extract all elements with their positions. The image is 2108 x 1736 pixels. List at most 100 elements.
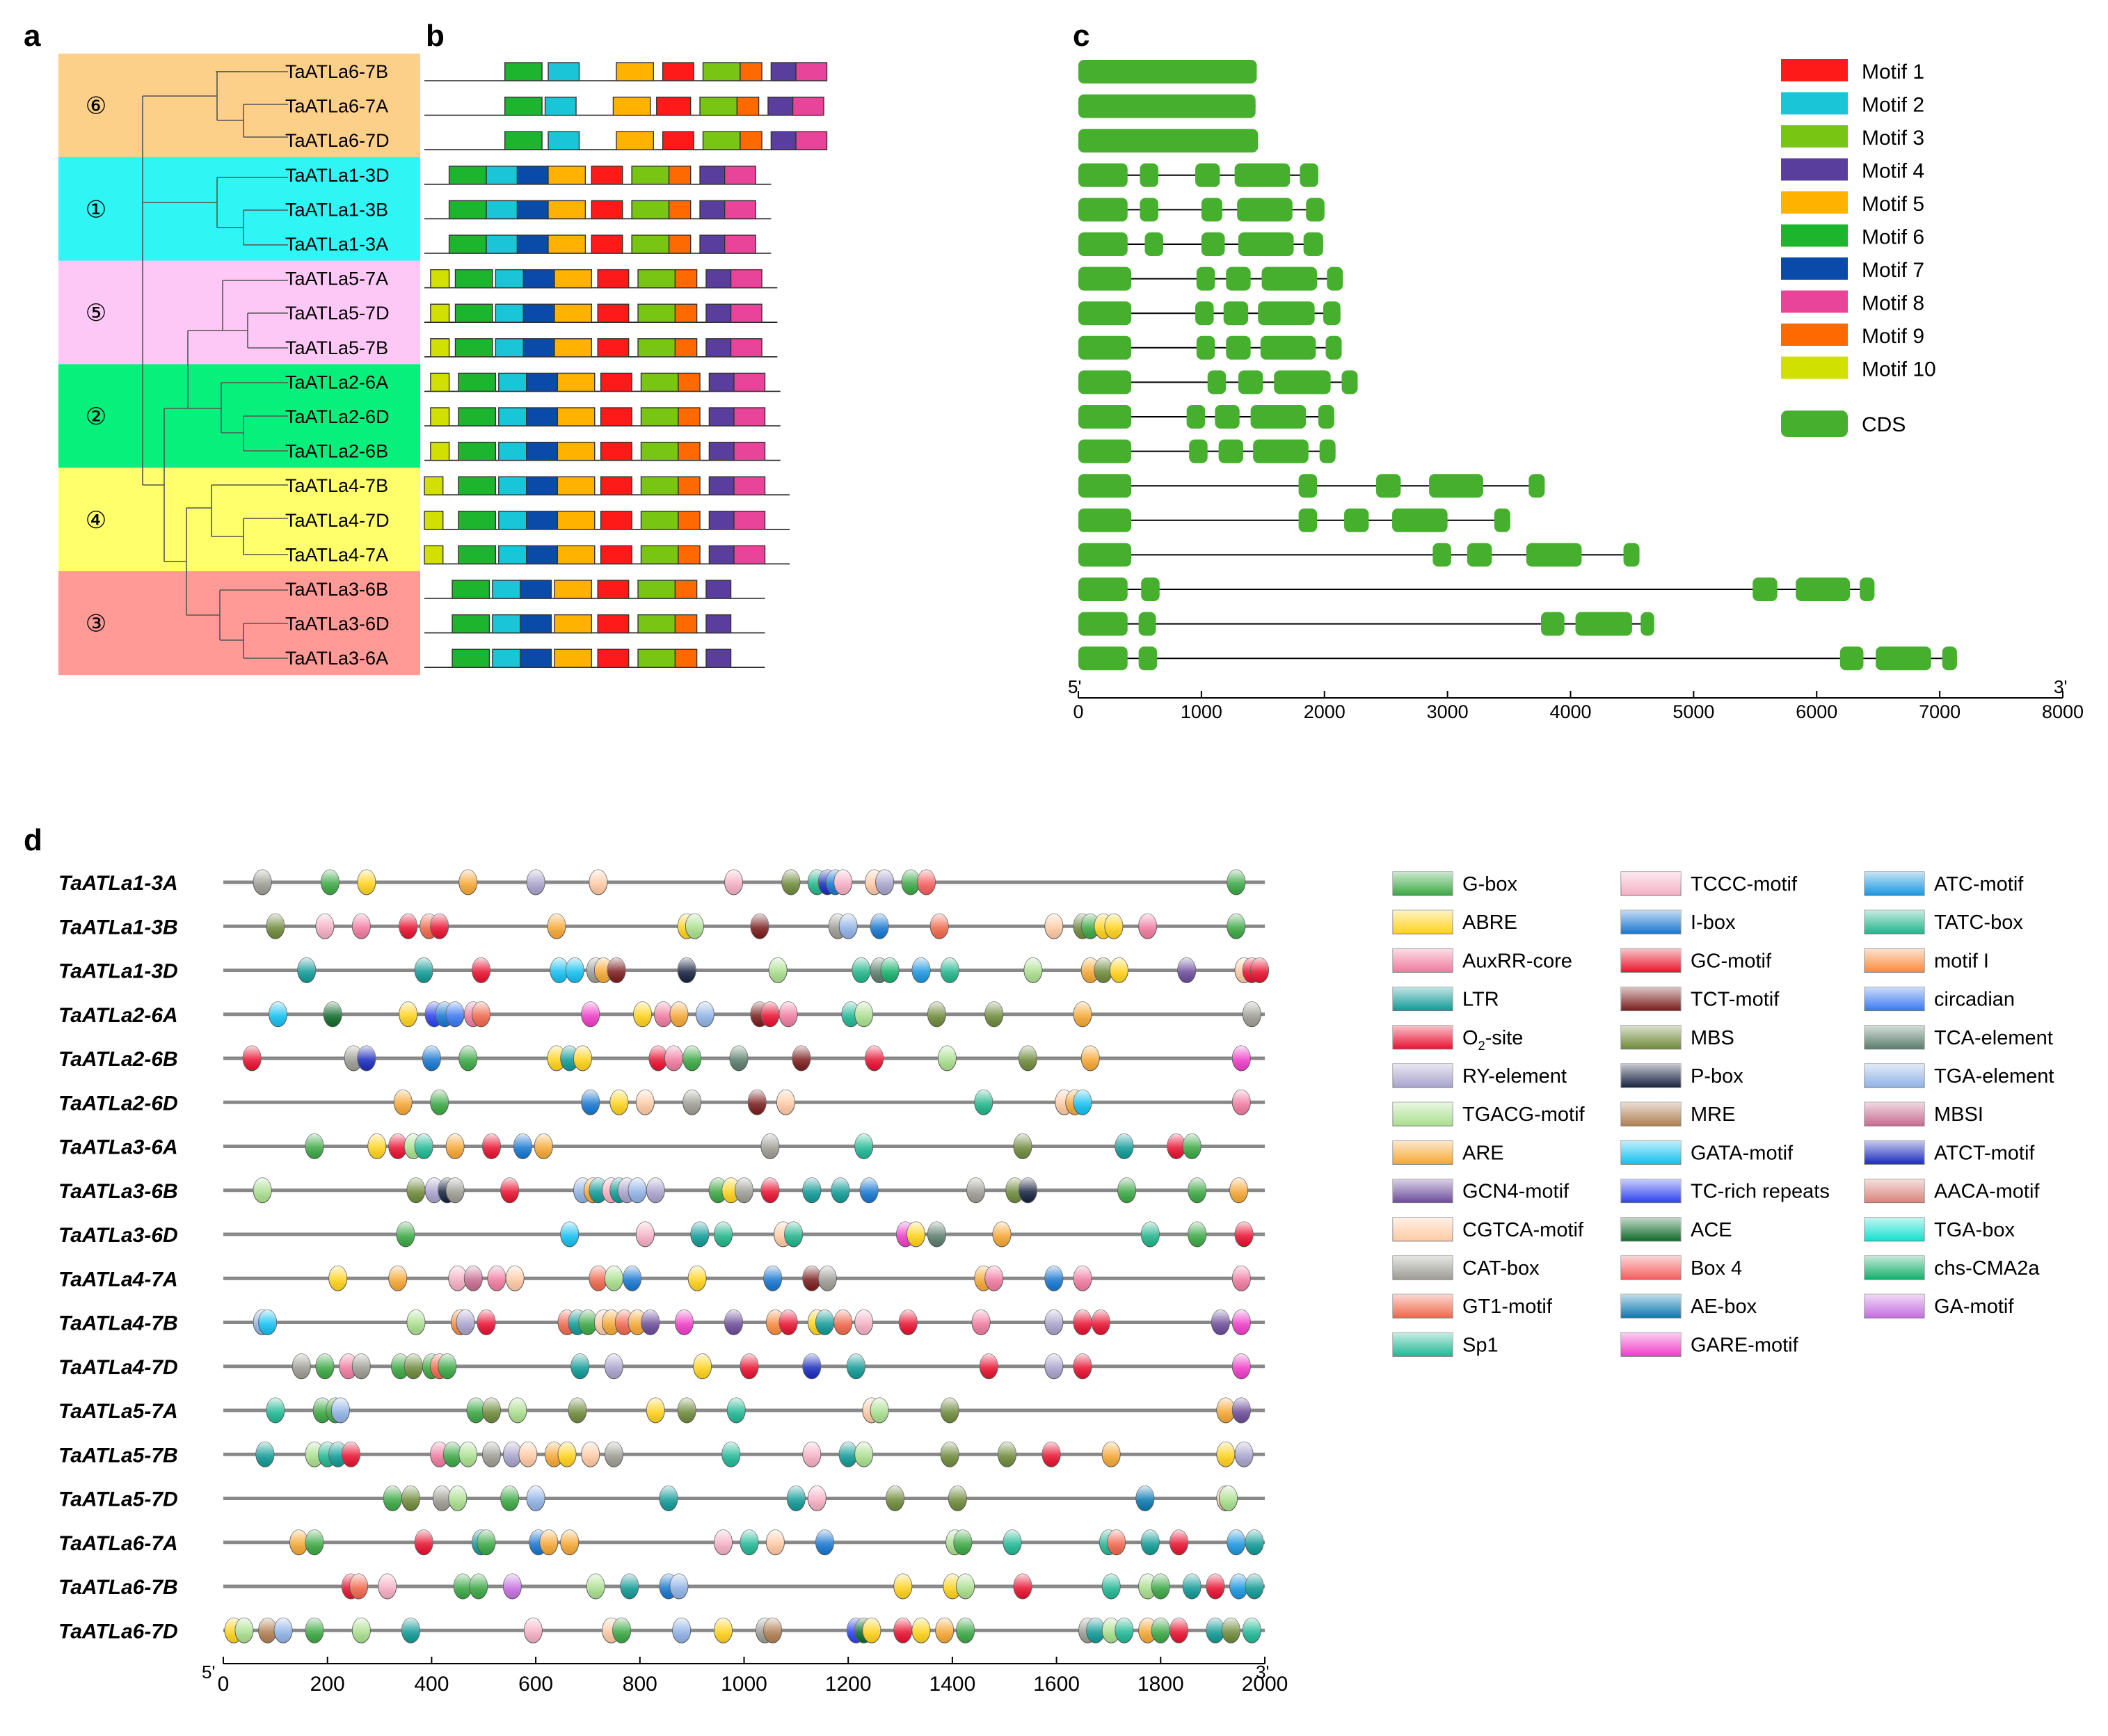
cis-element-shade [1243,1001,1261,1027]
legend-label-main: CGTCA-motif [1462,1219,1584,1241]
cis-element-shade [1188,1177,1206,1203]
motif-box-10 [424,511,444,530]
legend-label-main: MBS [1691,1027,1734,1049]
cis-element-mark [466,1397,486,1424]
cis-element-shade [1227,870,1245,895]
legend-label: P-box [1691,1065,1743,1088]
promoter-gene-label: TaATLa2-6D [58,1092,178,1115]
legend-label: ACE [1691,1219,1732,1241]
gene-label: TaATLa1-3B [285,199,388,220]
motif-box-8 [724,234,756,254]
cis-element-shade [875,870,894,895]
legend-swatch [1781,125,1848,148]
cis-element-shade [787,1486,806,1511]
motif-box-1 [600,511,632,530]
cds-exon [1238,232,1294,256]
cis-element-shade [636,1222,655,1247]
cis-element-mark [1073,1309,1092,1335]
cds-exon [1325,335,1342,360]
motif-box-7 [520,614,552,634]
gene-label: TaATLa5-7A [285,269,388,289]
cis-element-mark [312,1397,332,1424]
cis-element-mark [458,869,478,895]
motif-box-6 [454,338,493,358]
cis-element-shade [487,1266,506,1291]
legend-label-main: TGA-element [1934,1065,2054,1088]
cis-element-shade [357,1046,376,1071]
legend-label: TGACG-motif [1462,1104,1586,1126]
cis-element-mark [406,1309,426,1335]
motif-box-2 [492,648,521,668]
legend-label: Motif 7 [1862,259,1924,282]
cis-element-mark [628,1309,647,1335]
cis-element-mark [1231,1089,1251,1115]
cis-element-shade [831,1177,849,1203]
cis-element-shade [865,1046,884,1071]
cis-element-shade [802,1442,821,1467]
cis-element-shade [1073,1353,1092,1379]
legend-label-main: AuxRR-core [1462,950,1572,972]
cds-exon [1274,370,1331,395]
cis-element-shade [399,1001,417,1027]
cis-element-shade [750,914,769,939]
cis-element-shade [289,1529,308,1555]
cis-element-shade [1169,1618,1188,1643]
cis-element-mark [1242,1001,1261,1028]
legend-label-main: G-box [1462,873,1517,895]
cis-element-mark [328,1265,348,1291]
cis-element-mark [589,1177,608,1204]
cis-element-shade [688,1266,707,1291]
cis-element-mark [677,1397,696,1424]
group-label: ① [86,196,106,223]
cis-element-mark [1080,1045,1100,1072]
cis-element-mark [833,869,853,895]
motif-box-3 [637,338,676,358]
cis-element-mark [1177,957,1197,983]
cis-element-shade [998,1442,1016,1467]
gene-label: TaATLa1-3A [285,234,388,255]
cds-exon [1186,405,1206,429]
tick-label: 8000 [2042,701,2084,722]
cis-element-mark [1229,1573,1249,1600]
cis-element-mark [802,1353,822,1380]
legend-swatch-shade [1865,1140,1924,1165]
legend-label-main: TCA-element [1934,1027,2053,1049]
cis-element-mark [635,1089,655,1115]
legend-label-main: ATCT-motif [1934,1142,2035,1164]
cis-element-mark [550,957,569,983]
cis-element-mark [378,1573,397,1600]
cis-element-mark [568,1397,587,1424]
motif-box-3 [637,648,676,668]
cis-element-shade [534,1133,553,1159]
legend-label: MRE [1691,1104,1735,1126]
cis-element-shade [438,1353,456,1379]
cis-element-shade [839,914,858,939]
motif-box-5 [612,96,651,116]
promoter-gene-label: TaATLa4-7B [58,1312,178,1335]
cis-element-mark [1115,1133,1134,1159]
cis-element-shade [581,1001,600,1027]
cis-element-shade [415,957,433,983]
motif-box-3 [631,166,670,185]
cis-element-mark [367,1133,387,1159]
cis-element-mark [458,1441,478,1467]
motif-box-6 [448,234,487,254]
cds-exon [1432,543,1451,567]
cis-element-mark [1140,1529,1160,1556]
cis-element-mark [852,957,871,983]
cis-element-mark [344,1045,363,1072]
cis-element-shade [1206,1618,1224,1643]
cis-element-shade [1211,1309,1230,1335]
cds-exon [1078,163,1128,187]
cis-element-shade [870,914,889,939]
cis-element-shade [477,1529,495,1555]
cis-element-shade [930,914,949,939]
legend-label: ATCT-motif [1934,1142,2035,1164]
motif-box-5 [548,234,586,254]
cis-element-shade [860,1177,879,1203]
cis-element-mark [612,1617,632,1643]
cis-element-mark [401,1617,420,1643]
motif-box-10 [424,476,444,495]
motif-box-3 [640,441,679,461]
conserved-motif-panel [424,62,828,669]
